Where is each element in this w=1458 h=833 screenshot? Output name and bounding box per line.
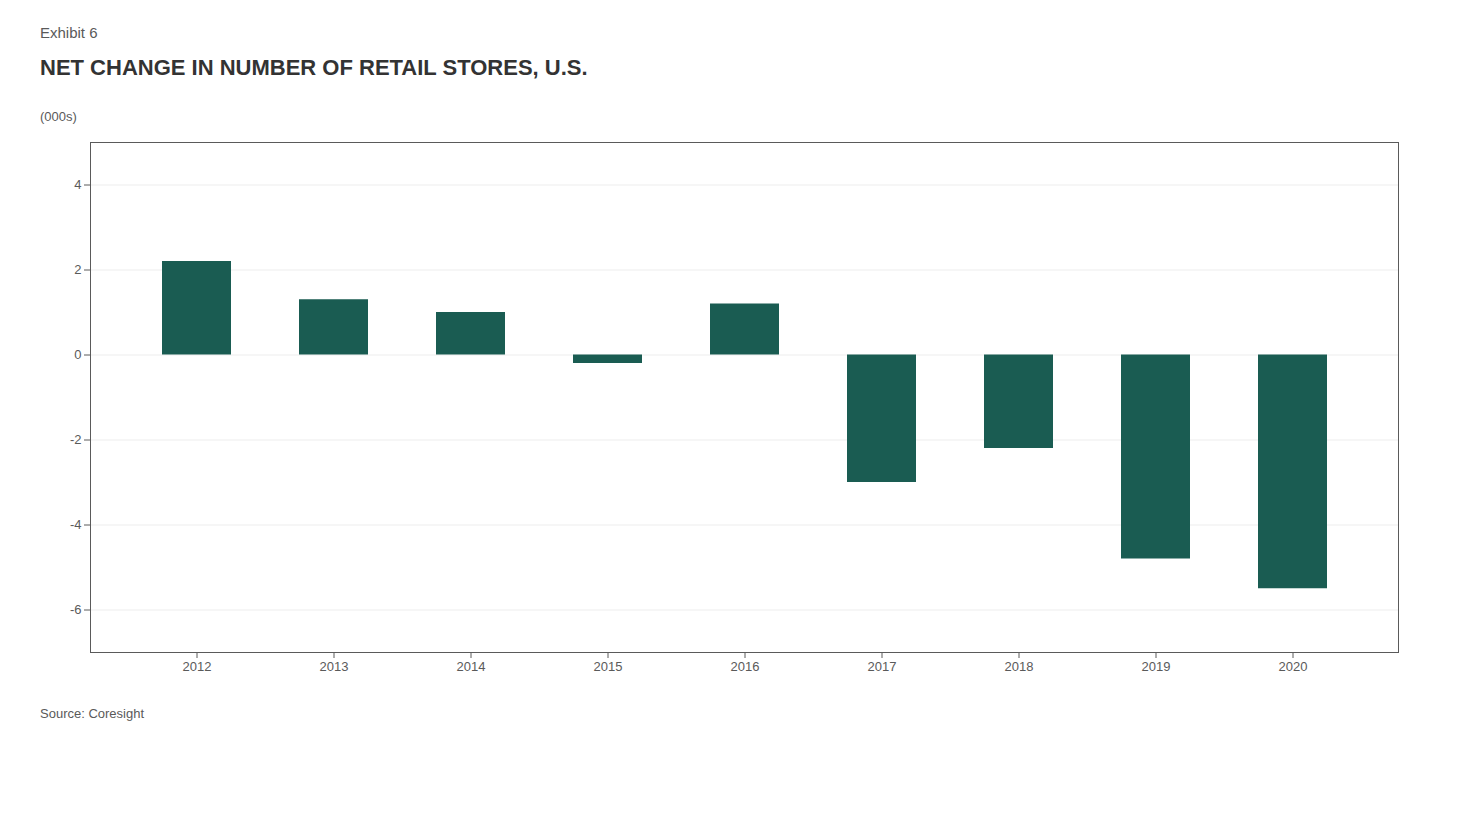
html-text:NET CHANGE IN NUMBER OF RETAIL: NET CHANGE IN NUMBER OF RETAIL STORES, U… — [40, 55, 588, 80]
svg-text:-4: -4 — [70, 517, 82, 532]
html-text:Source: Coresight: Source: Coresight — [40, 706, 145, 721]
svg-text:2014: 2014 — [457, 659, 486, 674]
svg-text:2: 2 — [74, 262, 81, 277]
svg-text:2013: 2013 — [320, 659, 349, 674]
svg-text:2018: 2018 — [1005, 659, 1034, 674]
html-text:Exhibit 6: Exhibit 6 — [40, 24, 98, 41]
svg-text:2016: 2016 — [731, 659, 760, 674]
svg-text:2012: 2012 — [183, 659, 212, 674]
svg-text:4: 4 — [74, 177, 81, 192]
html-text:(000s): (000s) — [40, 109, 77, 124]
svg-text:0: 0 — [74, 347, 81, 362]
svg-text:2020: 2020 — [1279, 659, 1308, 674]
svg-text:2019: 2019 — [1142, 659, 1171, 674]
svg-text:2015: 2015 — [594, 659, 623, 674]
svg-text:2017: 2017 — [868, 659, 897, 674]
svg-text:-6: -6 — [70, 602, 82, 617]
svg-text:-2: -2 — [70, 432, 82, 447]
